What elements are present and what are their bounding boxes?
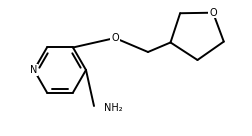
Text: O: O xyxy=(111,33,119,43)
Text: O: O xyxy=(209,8,217,18)
Text: N: N xyxy=(30,65,38,75)
Text: NH₂: NH₂ xyxy=(104,103,123,113)
